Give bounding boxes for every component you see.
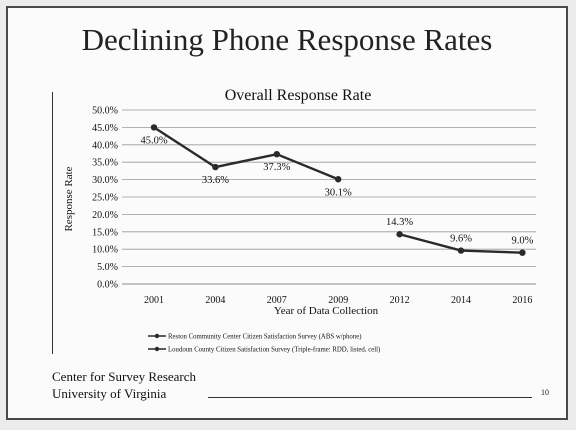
x-tick-label: 2004 xyxy=(205,295,225,306)
x-tick-label: 2014 xyxy=(451,295,471,306)
footer-rule xyxy=(208,397,532,398)
x-axis-title: Year of Data Collection xyxy=(274,305,379,317)
data-label: 37.3% xyxy=(263,162,290,173)
organization-name: Center for Survey Research University of… xyxy=(52,368,196,402)
y-tick-label: 45.0% xyxy=(92,123,118,134)
series-line xyxy=(153,126,339,181)
x-tick-label: 2001 xyxy=(144,295,164,306)
x-tick-label: 2016 xyxy=(512,295,532,306)
data-point xyxy=(519,249,526,256)
y-tick-label: 20.0% xyxy=(92,210,118,221)
y-tick-label: 35.0% xyxy=(92,158,118,169)
data-point xyxy=(150,124,158,131)
y-axis-title: Response Rate xyxy=(63,166,75,231)
y-tick-label: 25.0% xyxy=(92,193,118,204)
legend-marker xyxy=(154,346,160,352)
y-tick-label: 5.0% xyxy=(97,262,118,273)
data-label: 9.6% xyxy=(450,234,472,245)
data-point xyxy=(212,163,219,171)
x-tick-label: 2009 xyxy=(328,295,348,306)
data-point xyxy=(457,247,465,254)
data-point xyxy=(273,150,280,158)
chart-title: Overall Response Rate xyxy=(225,87,372,104)
y-tick-label: 15.0% xyxy=(92,227,118,238)
left-vertical-rule xyxy=(52,92,53,354)
y-tick-label: 50.0% xyxy=(92,106,118,117)
data-label: 30.1% xyxy=(325,187,352,198)
organization-line-2: University of Virginia xyxy=(52,386,167,401)
page-number: 10 xyxy=(541,388,549,397)
data-point xyxy=(396,231,403,238)
y-tick-label: 0.0% xyxy=(97,280,118,291)
y-tick-label: 40.0% xyxy=(92,140,118,151)
slide-title: Declining Phone Response Rates xyxy=(81,22,493,57)
legend-marker xyxy=(154,333,160,339)
slide: Declining Phone Response Rates Overall R… xyxy=(6,6,568,420)
legend-label: Loudoun County Citizen Satisfaction Surv… xyxy=(168,347,380,354)
data-label: 33.6% xyxy=(202,175,229,186)
response-rate-chart: Overall Response Rate 0.0% 5.0% 10.0% 15.0%… xyxy=(63,87,536,354)
y-tick-label: 10.0% xyxy=(92,245,118,256)
data-label: 14.3% xyxy=(386,217,413,228)
legend-label: Reston Community Center Citizen Satisfac… xyxy=(168,334,362,341)
organization-line-1: Center for Survey Research xyxy=(52,369,197,384)
y-tick-label: 30.0% xyxy=(92,175,118,186)
x-tick-label: 2012 xyxy=(390,295,410,306)
data-point xyxy=(335,176,342,183)
data-label: 9.0% xyxy=(511,236,533,247)
data-label: 45.0% xyxy=(140,135,167,146)
x-tick-label: 2007 xyxy=(267,295,287,306)
